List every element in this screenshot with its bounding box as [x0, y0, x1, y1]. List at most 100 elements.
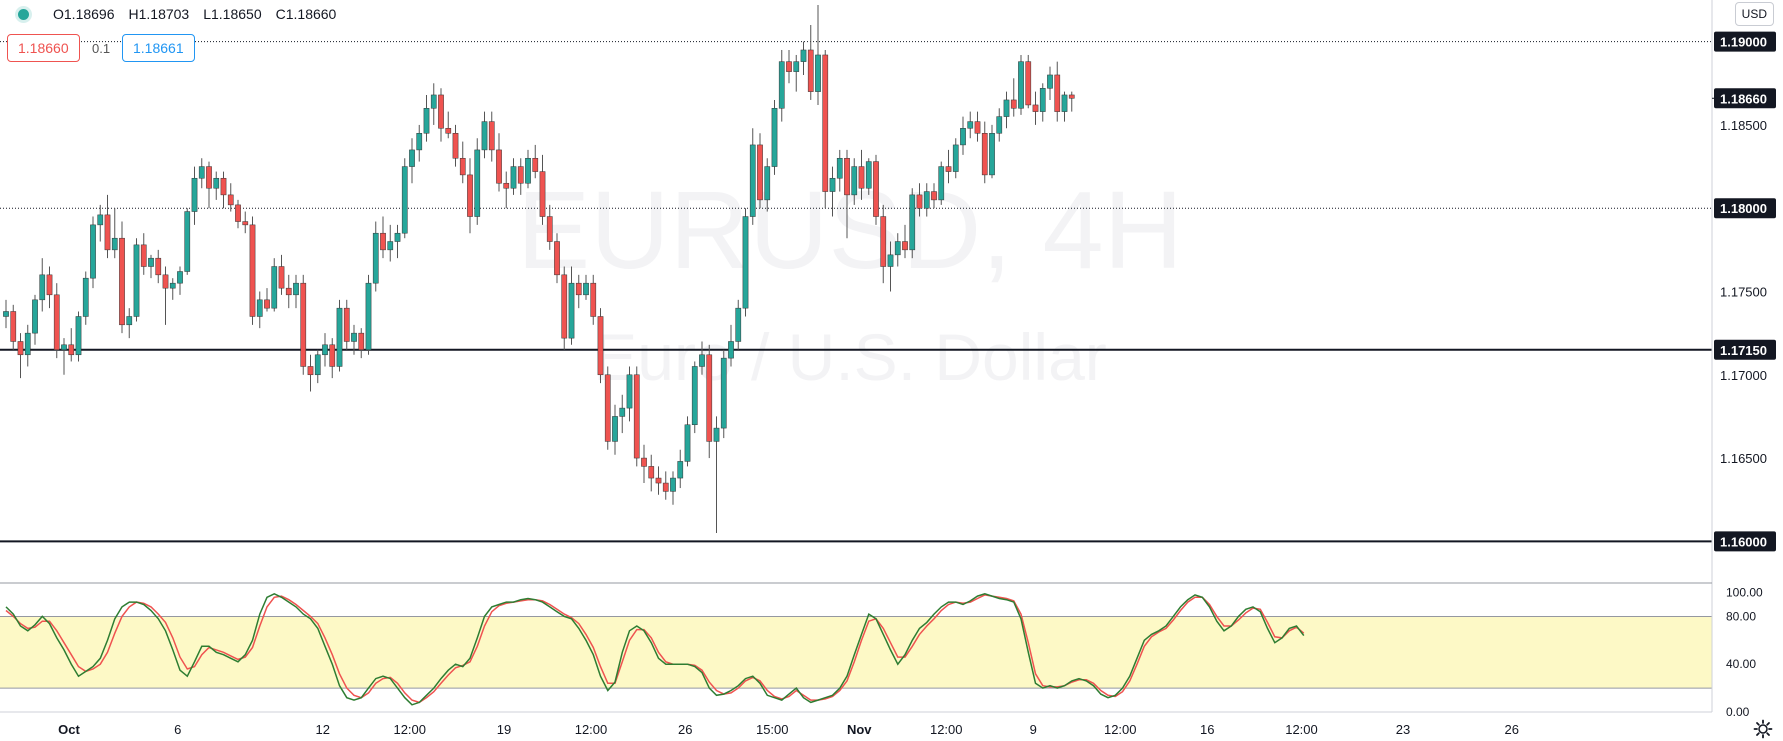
time-tick-label: 12:00	[930, 722, 963, 737]
candle	[365, 274, 372, 355]
candle	[887, 241, 894, 292]
candle	[314, 349, 321, 384]
ohlc-low: L1.18650	[203, 6, 262, 22]
candle	[684, 416, 691, 467]
candle	[336, 299, 343, 372]
candle	[198, 158, 205, 189]
candle	[648, 454, 655, 492]
price-axis[interactable]: 1.19000 1.18660 1.18500 1.18000 1.17500 1.171…	[1712, 31, 1776, 552]
candle	[546, 204, 553, 250]
candle	[510, 158, 517, 195]
candle	[858, 149, 865, 200]
gear-icon[interactable]	[1753, 719, 1773, 739]
candle	[981, 121, 988, 184]
candle	[764, 158, 771, 212]
candle	[568, 266, 575, 345]
candle	[162, 266, 169, 325]
ohlc-open: O1.18696	[53, 6, 115, 22]
candle	[264, 288, 270, 312]
candle	[1061, 91, 1068, 122]
candle	[322, 333, 328, 367]
stochastic-tick-label: 0.00	[1726, 705, 1750, 719]
candle	[597, 308, 604, 384]
candle	[865, 158, 872, 195]
candle	[517, 158, 524, 195]
svg-text:1.18660: 1.18660	[1720, 91, 1767, 106]
svg-text:1.16500: 1.16500	[1720, 451, 1767, 466]
time-tick-label: 12:00	[1104, 722, 1137, 737]
candle	[329, 338, 336, 379]
svg-text:1.18000: 1.18000	[1720, 201, 1767, 216]
candle	[633, 366, 640, 467]
candle	[191, 166, 198, 225]
candle	[793, 54, 800, 92]
time-tick-label: 6	[174, 722, 181, 737]
candle	[1010, 78, 1017, 117]
candle	[554, 233, 560, 284]
candle	[155, 249, 162, 284]
candle	[24, 324, 31, 367]
candle	[822, 49, 829, 209]
stochastic-band	[0, 615, 1712, 689]
svg-text:1.17000: 1.17000	[1720, 368, 1767, 383]
candle	[894, 233, 901, 267]
currency-button[interactable]: USD	[1734, 2, 1774, 26]
candle	[960, 116, 966, 155]
stochastic-k-line	[5, 592, 1305, 706]
candle	[409, 138, 415, 184]
candle	[713, 416, 720, 534]
candle	[873, 154, 879, 225]
candle	[800, 41, 807, 75]
overbought-oversold-band	[0, 616, 1712, 689]
candle	[235, 199, 241, 229]
time-axis[interactable]: Oct 6 12 12:00 19 12:00 26 15:00 Nov 12:00 9 12:00 1…	[58, 722, 1519, 737]
candle	[909, 188, 916, 259]
candle	[771, 99, 778, 175]
candle	[1068, 91, 1075, 112]
candle	[503, 171, 510, 209]
price-tick-label: 1.17150	[1714, 339, 1776, 360]
stochastic-d-line	[5, 594, 1305, 704]
candle	[496, 133, 502, 192]
candle	[532, 144, 539, 179]
candle	[1018, 54, 1024, 115]
sell-button[interactable]: 1.18660	[7, 34, 80, 62]
candle	[916, 183, 923, 217]
stochastic-axis[interactable]: 100.00 80.00 40.00 0.00	[1726, 586, 1763, 719]
price-tick-label: 1.18660	[1712, 88, 1776, 109]
candle	[778, 49, 785, 122]
horizontal-lines	[0, 41, 1712, 543]
candle	[1032, 91, 1039, 125]
candle	[880, 204, 887, 284]
candle	[938, 161, 945, 205]
candle	[786, 49, 792, 84]
candle	[220, 171, 227, 209]
candle	[351, 324, 357, 355]
candle	[82, 271, 89, 325]
price-tick-label: 1.16000	[1714, 531, 1776, 552]
price-tick-label: 1.16500	[1720, 451, 1767, 466]
candle	[133, 238, 140, 322]
candle	[836, 149, 843, 192]
candle	[561, 266, 568, 350]
candle	[829, 166, 836, 217]
candle	[140, 233, 147, 275]
candle	[307, 354, 314, 392]
candle	[742, 208, 749, 317]
candle	[148, 254, 154, 279]
time-tick-label: 26	[1505, 722, 1519, 737]
candle	[90, 216, 96, 289]
candle	[111, 208, 118, 259]
candle	[619, 394, 626, 434]
candle	[735, 299, 742, 350]
candle	[68, 328, 75, 362]
candle	[749, 128, 756, 225]
candle	[3, 299, 9, 329]
buy-button[interactable]: 1.18661	[122, 34, 195, 62]
time-tick-label: 12:00	[1285, 722, 1318, 737]
candle	[481, 111, 488, 159]
candle	[242, 211, 249, 234]
candle	[416, 124, 423, 162]
stochastic-tick-label: 100.00	[1726, 586, 1763, 600]
